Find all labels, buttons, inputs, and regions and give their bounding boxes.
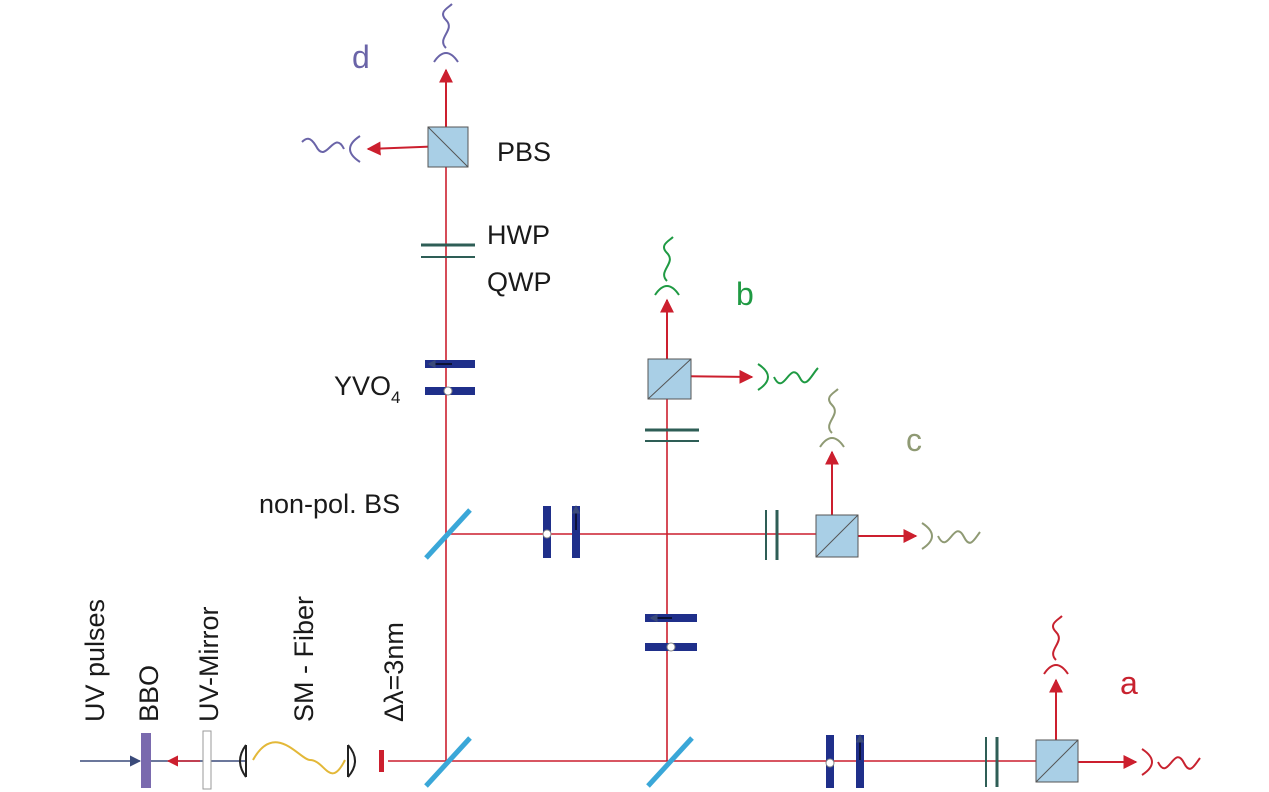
detector-b-up [654, 236, 680, 296]
detector-c-up [819, 388, 845, 448]
path-b-components [645, 358, 699, 652]
crystal-a-axis-dot [825, 758, 835, 768]
beamsplitter-2 [646, 736, 694, 788]
output-label-d: d [352, 39, 370, 75]
detector-a-right [1141, 748, 1201, 776]
beam-splitters [424, 508, 694, 788]
path-a-components [825, 734, 1079, 788]
label-bbo: BBO [134, 665, 164, 722]
detectors [301, 3, 1201, 776]
pbs-d-diagonal [427, 126, 469, 168]
fiber-coupler-out [347, 744, 356, 778]
beamsplitter-nonpol [424, 508, 472, 560]
path-c-components [542, 505, 859, 560]
sm-fiber-assembly [239, 741, 384, 778]
crystal-a-right [856, 735, 864, 788]
label-delta-lambda: Δλ=3nm [379, 622, 409, 722]
label-nonpol-bs: non-pol. BS [259, 489, 400, 519]
label-yvo4-main: YVO [334, 371, 391, 401]
label-uv-pulses: UV pulses [80, 599, 110, 722]
crystal-c-right [572, 506, 580, 558]
crystal-c-axis-dot [542, 529, 552, 539]
detector-b-right [757, 363, 819, 391]
beam-paths [388, 152, 1040, 762]
label-pbs: PBS [497, 137, 551, 167]
yvo4-axis-dot [443, 386, 453, 396]
detector-a-up [1043, 615, 1069, 675]
interference-filter [379, 750, 384, 772]
label-qwp: QWP [487, 267, 552, 297]
detector-c-right [921, 522, 981, 550]
output-arrows [366, 68, 1138, 769]
uv-source [80, 730, 245, 790]
label-uv-mirror: UV-Mirror [194, 607, 224, 723]
sm-fiber [252, 741, 346, 775]
fiber-coupler-in [239, 744, 247, 778]
pbs-c-diagonal [815, 514, 859, 558]
bbo-crystal [141, 733, 151, 788]
detector-d-up [433, 3, 459, 63]
detector-d-left [301, 135, 361, 163]
label-yvo4: YVO4 [334, 371, 401, 407]
pbs-a-diagonal [1035, 739, 1079, 783]
output-label-c: c [906, 422, 922, 458]
uv-mirror [202, 730, 212, 790]
output-label-a: a [1120, 665, 1138, 701]
label-sm-fiber: SM - Fiber [289, 596, 319, 722]
label-hwp: HWP [487, 220, 550, 250]
crystal-b-axis-dot [666, 642, 676, 652]
pbs-b-diagonal [647, 358, 692, 400]
beamsplitter-1 [424, 736, 472, 788]
label-yvo4-subscript: 4 [391, 388, 400, 407]
path-d-components [421, 126, 475, 396]
output-label-b: b [736, 276, 754, 312]
